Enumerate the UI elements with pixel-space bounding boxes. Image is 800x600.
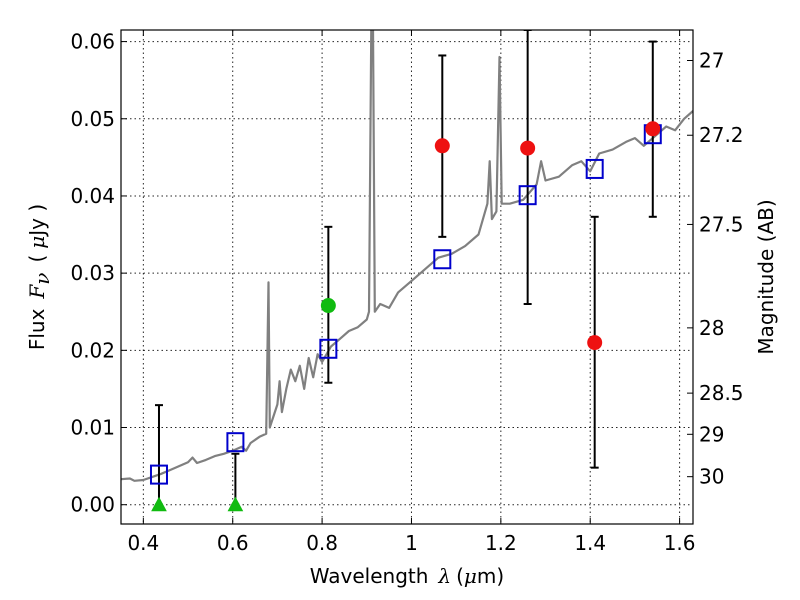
model-flux-square [149,464,168,485]
mag-tick-label: 27.2 [699,123,744,147]
x-tick-label: 1.6 [664,531,696,555]
y-tick-label: 0.03 [70,261,115,285]
tick-marks [121,30,693,524]
x-tick-label: 0.6 [217,531,249,555]
y-tick-label: 0.01 [70,416,115,440]
x-axis-label: Wavelength λ (μm) [310,564,504,588]
x-tick-label: 1.4 [574,531,606,555]
model-flux-square [585,158,604,179]
mag-tick-label: 29 [699,422,724,446]
x-tick-label: 1.2 [485,531,517,555]
plot-frame [120,29,694,525]
y-tick-label: 0.06 [70,30,115,54]
y-tick-label: 0.02 [70,338,115,362]
plot-area [121,30,693,512]
y-tick-label: 0.00 [70,493,115,517]
spectrum-line [121,30,693,482]
observed-point-red [434,138,450,154]
mag-tick-label: 28 [699,316,724,340]
y-tick-label: 0.04 [70,184,115,208]
tick-labels: 0.4 0.6 0.8 1 1.2 1.4 1.6 0.00 0.01 0.02 0.03 0.04 0… [70,30,743,555]
mag-tick-label: 28.5 [699,381,744,405]
x-tick-label: 0.4 [127,531,159,555]
mag-tick-label: 27 [699,49,724,73]
grid-lines [121,30,693,524]
y-axis-label: FluxFν(μJy ) [25,204,54,350]
observed-point-red [520,140,536,156]
model-flux-square [319,338,338,359]
y2-axis-label: Magnitude (AB) [754,199,778,354]
upper-limit-triangle [227,496,244,512]
observed-point-green [320,298,336,314]
mag-tick-label: 27.5 [699,212,744,236]
model-flux-square [433,249,452,270]
observed-point-red [645,121,661,137]
y-tick-label: 0.05 [70,107,115,131]
upper-limit-triangle [151,496,167,512]
mag-tick-label: 30 [699,465,724,489]
x-tick-label: 0.8 [306,531,338,555]
model-flux-square [518,185,537,206]
x-tick-label: 1 [405,531,418,555]
model-flux-square [226,432,245,453]
observed-point-red [587,335,603,351]
